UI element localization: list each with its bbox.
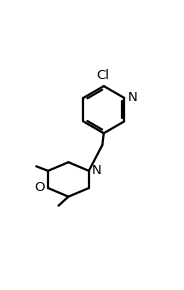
Text: N: N — [128, 91, 137, 104]
Text: Cl: Cl — [96, 69, 109, 82]
Text: O: O — [34, 181, 45, 194]
Text: N: N — [92, 164, 102, 177]
